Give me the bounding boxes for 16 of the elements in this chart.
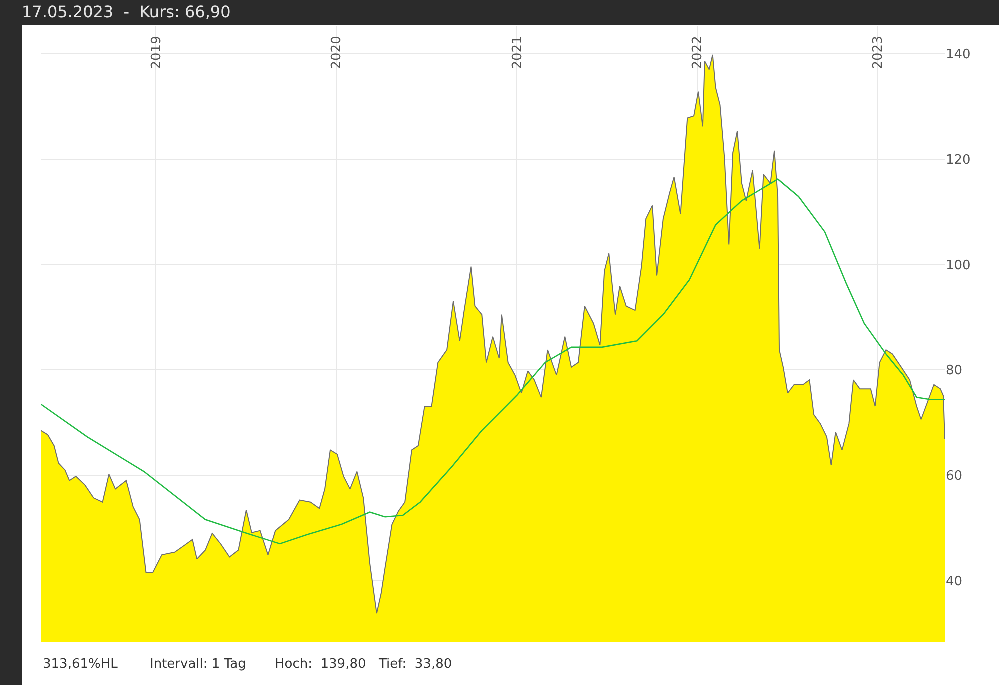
- y-tick-label: 80: [946, 364, 963, 379]
- text: Tief: 33,80: [378, 657, 452, 672]
- text: 313,61%HL: [43, 657, 119, 672]
- x-tick-label: 2020: [330, 36, 345, 70]
- chart-title: 17.05.2023 - Kurs: 66,90: [22, 2, 231, 22]
- y-tick-label: 60: [946, 469, 963, 484]
- y-tick-label: 120: [946, 152, 971, 168]
- text: Hoch: 139,80: [275, 657, 366, 672]
- y-tick-label: 40: [946, 574, 963, 590]
- text: Intervall: 1 Tag: [150, 657, 246, 672]
- x-tick-label: 2023: [871, 36, 886, 70]
- x-tick-label: 2022: [690, 36, 706, 70]
- y-tick-label: 140: [946, 47, 971, 62]
- x-tick-label: 2021: [510, 36, 526, 70]
- y-tick-label: 100: [946, 258, 971, 274]
- x-tick-label: 2019: [149, 36, 164, 70]
